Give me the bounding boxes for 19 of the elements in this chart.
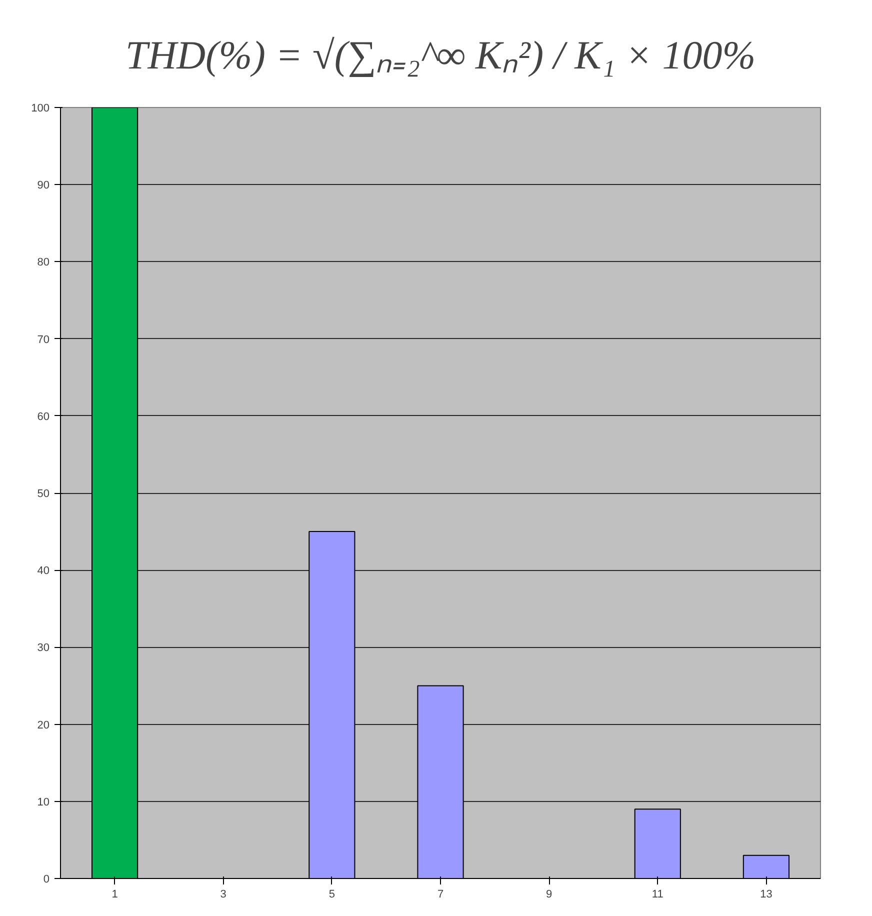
x-tick-label: 1 bbox=[112, 888, 118, 900]
text: THD(%) = √(∑ₙ₌₂^∞ Kₙ²) / K₁ × 100% bbox=[125, 32, 756, 78]
x-tick-label: 7 bbox=[437, 888, 444, 900]
y-tick-label: 30 bbox=[37, 642, 50, 654]
y-tick-label: 80 bbox=[37, 256, 50, 269]
x-tick-label: 3 bbox=[220, 888, 226, 900]
x-tick-label: 13 bbox=[760, 888, 772, 900]
y-tick-label: 60 bbox=[37, 410, 50, 423]
y-tick-label: 70 bbox=[37, 334, 50, 346]
x-tick-label: 9 bbox=[546, 888, 552, 900]
y-tick-label: 10 bbox=[37, 796, 50, 808]
y-tick-label: 40 bbox=[37, 565, 50, 578]
y-tick-label: 0 bbox=[43, 874, 50, 886]
x-tick-label: 5 bbox=[328, 888, 335, 900]
y-tick-label: 100 bbox=[31, 102, 50, 114]
y-tick-label: 90 bbox=[37, 180, 50, 192]
y-tick-label: 50 bbox=[37, 488, 50, 500]
x-tick-label: 11 bbox=[652, 888, 664, 900]
y-tick-label: 20 bbox=[37, 719, 50, 732]
